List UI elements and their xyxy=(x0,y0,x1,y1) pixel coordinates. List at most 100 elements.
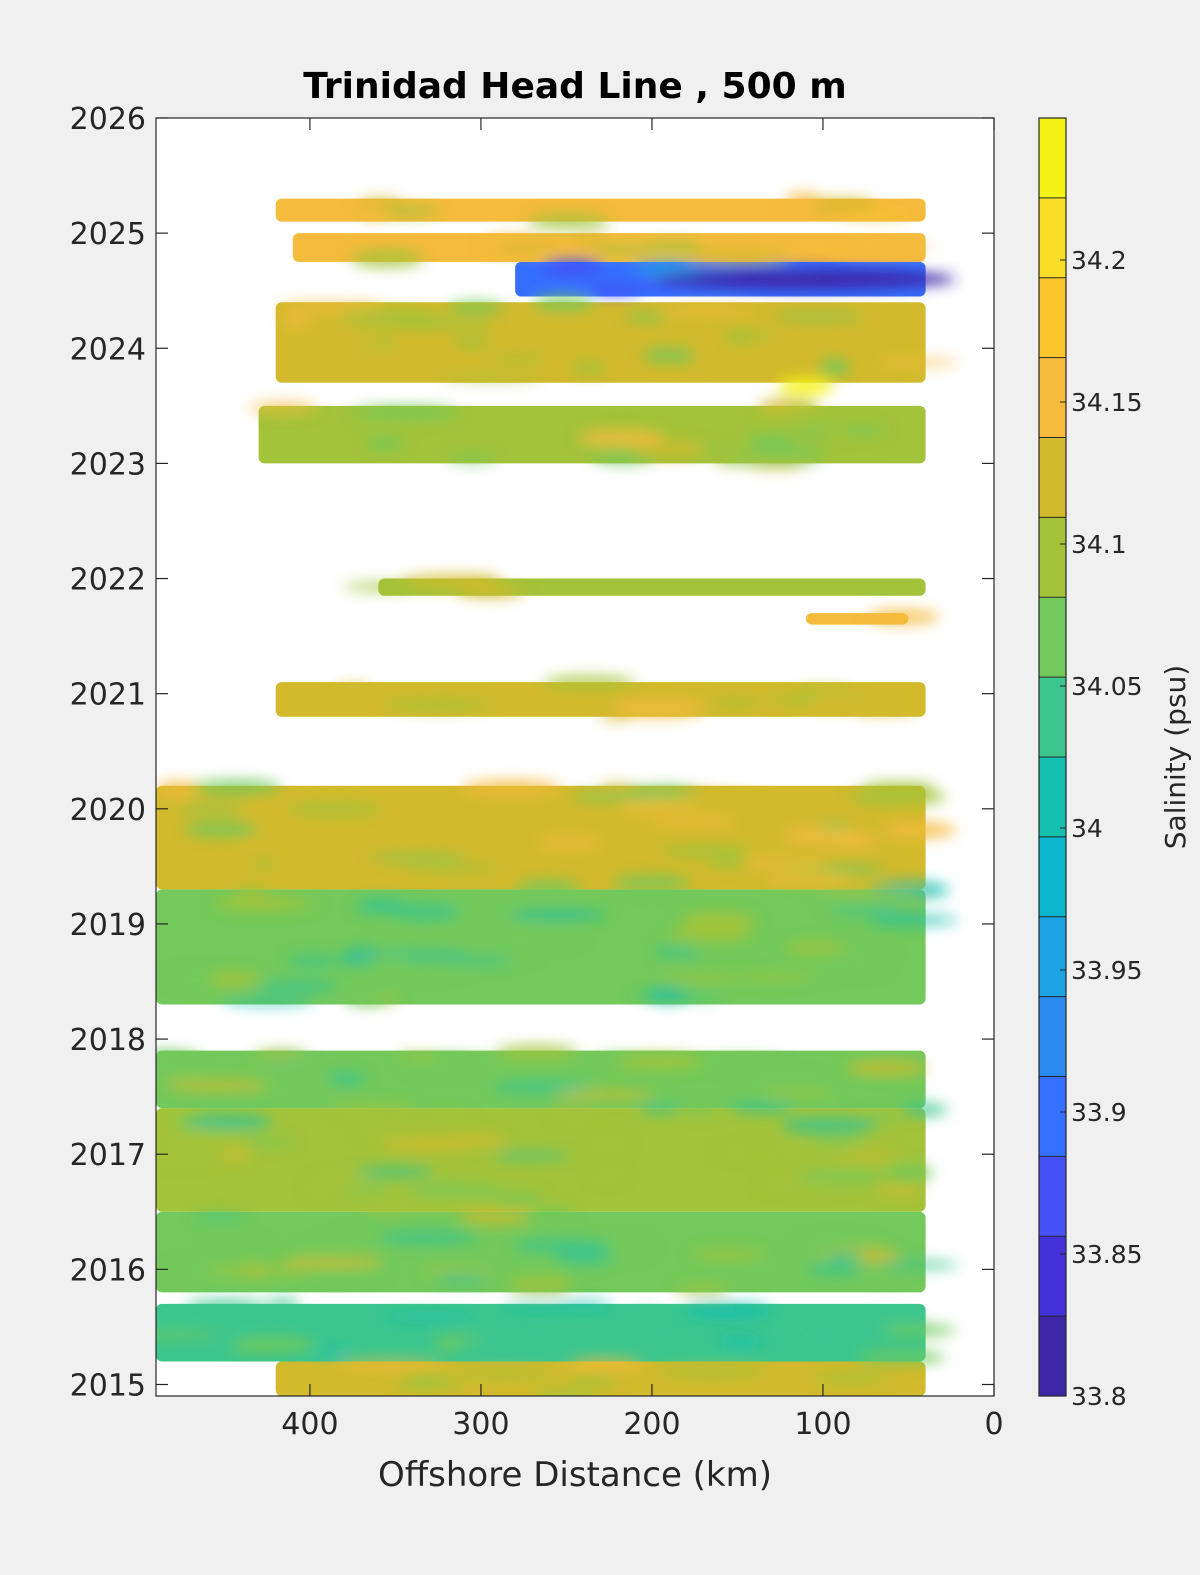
y-tick-label: 2025 xyxy=(70,217,146,252)
colorbar-segment xyxy=(1039,1156,1066,1237)
salinity-feature xyxy=(515,879,581,897)
salinity-feature xyxy=(819,358,850,377)
x-tick-label: 100 xyxy=(794,1407,851,1442)
salinity-feature xyxy=(193,1214,246,1221)
salinity-feature xyxy=(758,1182,860,1190)
y-tick-label: 2024 xyxy=(70,332,146,367)
colorbar-tick-label: 33.95 xyxy=(1071,956,1143,985)
salinity-feature xyxy=(502,1303,570,1311)
salinity-feature xyxy=(238,901,321,908)
salinity-feature xyxy=(454,334,488,349)
salinity-feature xyxy=(331,1103,418,1114)
salinity-feature xyxy=(821,426,851,435)
salinity-feature xyxy=(689,1248,767,1260)
colorbar-tick-label: 33.8 xyxy=(1071,1382,1127,1411)
salinity-feature xyxy=(760,1090,837,1097)
salinity-feature xyxy=(446,301,505,314)
salinity-feature xyxy=(336,684,370,693)
salinity-feature xyxy=(641,348,698,363)
salinity-feature xyxy=(594,245,653,255)
salinity-feature xyxy=(317,1348,349,1356)
salinity-feature xyxy=(425,1114,473,1121)
salinity-feature xyxy=(342,582,418,591)
salinity-feature xyxy=(631,807,725,821)
salinity-feature xyxy=(571,360,606,376)
salinity-feature xyxy=(680,912,748,930)
salinity-feature xyxy=(880,1324,956,1336)
salinity-feature xyxy=(683,248,790,263)
salinity-feature xyxy=(207,1241,267,1248)
colorbar-frame xyxy=(1038,117,1067,1397)
chart-title: Trinidad Head Line , 500 m xyxy=(303,66,846,107)
salinity-feature xyxy=(577,428,665,447)
salinity-feature xyxy=(458,1210,532,1225)
salinity-feature xyxy=(746,433,795,447)
salinity-feature xyxy=(494,243,562,254)
salinity-feature xyxy=(716,1149,806,1157)
salinity-feature xyxy=(786,405,820,419)
salinity-feature xyxy=(736,1075,830,1091)
salinity-feature xyxy=(567,1358,643,1370)
salinity-feature xyxy=(867,614,902,623)
salinity-feature xyxy=(812,1372,889,1384)
x-axis-label: Offshore Distance (km) xyxy=(378,1455,772,1495)
salinity-feature xyxy=(344,994,387,1006)
salinity-feature xyxy=(831,834,880,848)
y-tick-label: 2018 xyxy=(70,1023,146,1058)
salinity-feature xyxy=(366,435,404,451)
colorbar-segment xyxy=(1039,277,1066,359)
salinity-feature xyxy=(254,979,340,993)
x-tick-label: 200 xyxy=(623,1407,680,1442)
x-tick-label: 400 xyxy=(281,1407,338,1442)
colorbar-segment xyxy=(1039,996,1066,1077)
salinity-feature xyxy=(277,303,383,311)
salinity-feature xyxy=(441,1134,506,1147)
salinity-feature xyxy=(847,703,919,714)
salinity-feature xyxy=(218,1149,253,1161)
y-tick-label: 2022 xyxy=(70,563,146,598)
salinity-feature xyxy=(571,238,610,249)
salinity-feature xyxy=(446,454,498,463)
salinity-feature xyxy=(530,1207,574,1222)
salinity-feature xyxy=(877,1260,960,1269)
salinity-feature xyxy=(551,1107,593,1120)
colorbar-tick-label: 33.9 xyxy=(1071,1098,1127,1127)
salinity-feature xyxy=(384,698,491,711)
salinity-feature xyxy=(815,1140,864,1148)
salinity-feature xyxy=(587,284,644,296)
colorbar-segment xyxy=(1039,836,1066,918)
salinity-feature xyxy=(399,574,502,589)
salinity-feature xyxy=(282,313,311,327)
salinity-feature xyxy=(191,779,282,795)
salinity-feature xyxy=(875,359,960,366)
salinity-feature xyxy=(245,1084,337,1095)
salinity-feature xyxy=(480,929,584,945)
x-tick-label: 300 xyxy=(452,1407,509,1442)
salinity-feature xyxy=(248,402,319,414)
salinity-feature xyxy=(683,1303,773,1320)
salinity-feature xyxy=(867,915,959,925)
y-tick-label: 2020 xyxy=(70,793,146,828)
salinity-feature xyxy=(440,374,544,381)
salinity-feature xyxy=(286,955,340,967)
salinity-feature xyxy=(707,856,748,870)
salinity-feature xyxy=(659,307,756,314)
colorbar-label: Salinity (psu) xyxy=(1159,665,1192,849)
salinity-feature xyxy=(533,1388,596,1396)
salinity-feature xyxy=(857,1350,946,1365)
salinity-feature xyxy=(355,1166,434,1178)
salinity-feature xyxy=(404,1196,502,1208)
salinity-feature xyxy=(253,1049,308,1063)
salinity-feature xyxy=(667,927,754,943)
y-tick-label: 2023 xyxy=(70,447,146,482)
salinity-feature xyxy=(390,903,461,921)
salinity-feature xyxy=(541,675,637,690)
x-axis: 400 300 200 100 0 xyxy=(281,118,1004,1442)
y-tick-label: 2016 xyxy=(70,1253,146,1288)
colorbar-segment xyxy=(1039,357,1066,438)
salinity-feature xyxy=(846,787,947,806)
salinity-feature xyxy=(617,1053,703,1071)
salinity-feature xyxy=(164,1128,235,1141)
salinity-feature xyxy=(156,1059,205,1078)
salinity-feature xyxy=(156,1330,220,1339)
